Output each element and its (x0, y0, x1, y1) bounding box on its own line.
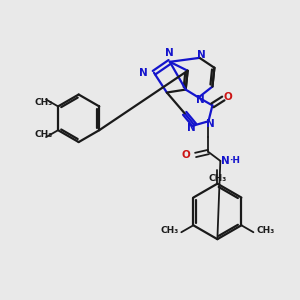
Text: N: N (165, 48, 174, 58)
Text: O: O (182, 150, 190, 160)
Text: N: N (206, 119, 215, 129)
Text: N: N (196, 95, 205, 106)
Text: CH₃: CH₃ (256, 226, 274, 235)
Text: N: N (187, 123, 196, 133)
Text: CH₃: CH₃ (160, 226, 178, 235)
Text: N: N (221, 156, 230, 166)
Text: ·H: ·H (229, 156, 240, 165)
Text: N: N (197, 50, 206, 60)
Text: O: O (224, 92, 233, 103)
Text: N: N (139, 68, 148, 78)
Text: CH₃: CH₃ (35, 98, 53, 107)
Text: CH₃: CH₃ (35, 130, 53, 139)
Text: CH₃: CH₃ (208, 174, 226, 183)
